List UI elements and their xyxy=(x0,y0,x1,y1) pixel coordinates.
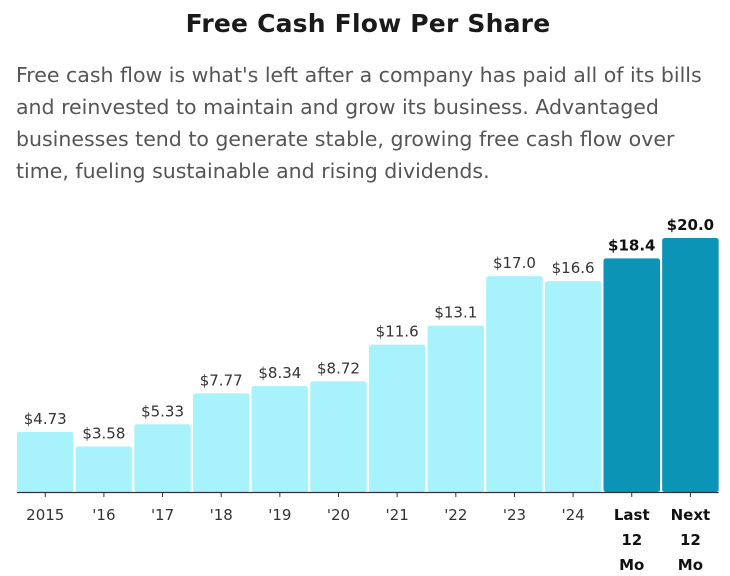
data-label: $18.4 xyxy=(608,236,655,254)
x-tick-label: '18 xyxy=(210,506,233,524)
x-tick-label: '23 xyxy=(503,506,526,524)
x-tick-label: Next 12 Mo xyxy=(671,506,711,574)
x-tick-label: '19 xyxy=(268,506,291,524)
bar xyxy=(17,431,74,492)
bar xyxy=(544,281,602,492)
bar xyxy=(75,446,133,492)
bar xyxy=(662,238,719,492)
bar xyxy=(251,386,309,492)
x-tick-label: '21 xyxy=(386,506,409,524)
x-tick-label: '20 xyxy=(327,506,350,524)
data-label: $16.6 xyxy=(552,259,595,277)
x-tick-label: Last 12 Mo xyxy=(614,506,650,574)
bar xyxy=(427,325,485,492)
data-label: $11.6 xyxy=(376,323,419,341)
data-label: $20.0 xyxy=(667,216,714,234)
x-tick-label: '16 xyxy=(92,506,115,524)
bar xyxy=(134,424,191,492)
data-label: $8.72 xyxy=(317,359,360,377)
bar xyxy=(603,258,660,492)
bar xyxy=(486,276,543,492)
x-tick-label: '24 xyxy=(561,506,584,524)
data-label: $5.33 xyxy=(141,402,184,420)
x-tick-label: 2015 xyxy=(26,506,64,524)
bar xyxy=(192,393,250,492)
x-tick-label: '22 xyxy=(444,506,467,524)
data-label: $7.77 xyxy=(200,371,243,389)
bar xyxy=(368,344,426,492)
chart-description: Free cash flow is what's left after a co… xyxy=(16,63,702,183)
chart-title: Free Cash Flow Per Share xyxy=(185,9,551,38)
data-label: $3.58 xyxy=(82,425,125,443)
data-label: $4.73 xyxy=(24,410,67,428)
x-tick-label: '17 xyxy=(151,506,174,524)
bar xyxy=(310,381,367,492)
data-label: $13.1 xyxy=(434,304,477,322)
data-label: $8.34 xyxy=(258,364,301,382)
data-label: $17.0 xyxy=(493,254,536,272)
